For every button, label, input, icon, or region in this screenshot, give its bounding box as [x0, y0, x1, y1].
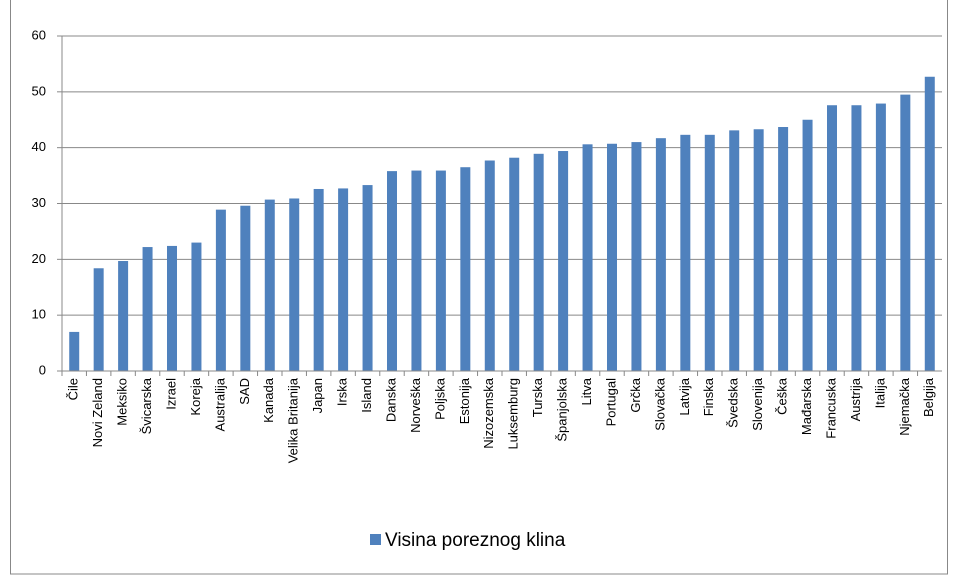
x-tick-label: Estonija: [457, 377, 472, 424]
y-tick-label: 0: [39, 362, 46, 377]
x-tick-label: Švedska: [726, 377, 741, 428]
x-tick-label: Grčka: [628, 377, 643, 412]
x-tick-label: Finska: [701, 377, 716, 416]
legend-text: Visina poreznog klina: [385, 530, 566, 551]
bar: [191, 242, 202, 371]
bar: [362, 185, 373, 371]
bar: [802, 119, 813, 371]
bar: [924, 76, 935, 371]
bar: [582, 144, 593, 371]
bar: [167, 245, 177, 371]
x-tick-label: Izrael: [163, 378, 178, 410]
bar: [851, 105, 862, 371]
bar: [142, 247, 153, 371]
x-tick-label: Velika Britanija: [286, 377, 301, 463]
y-tick-label: 20: [32, 251, 46, 266]
bar: [93, 268, 104, 371]
x-tick-label: Danska: [383, 377, 398, 422]
bar: [215, 209, 226, 371]
bar: [900, 94, 911, 371]
x-tick-label: Slovenija: [750, 377, 765, 431]
x-tick-label: Portugal: [603, 378, 618, 427]
bar: [778, 127, 789, 371]
x-tick-label: Australija: [212, 377, 227, 431]
bar: [875, 103, 886, 371]
chart-frame: [10, 0, 948, 575]
x-tick-label: Latvija: [677, 377, 692, 415]
x-tick-label: Španjolska: [555, 377, 570, 441]
bar: [558, 151, 569, 371]
bar: [704, 134, 715, 371]
y-tick-label: 60: [32, 27, 46, 42]
bar: [631, 142, 642, 371]
y-tick-label: 50: [32, 83, 46, 98]
bar: [753, 129, 764, 371]
legend-swatch: [370, 534, 381, 545]
bar: [509, 157, 520, 371]
x-tick-label: Slovačka: [652, 377, 667, 431]
bar: [533, 153, 544, 371]
bar: [289, 198, 300, 371]
y-tick-label: 30: [32, 195, 46, 210]
bar: [338, 188, 349, 371]
bar: [484, 160, 495, 371]
x-tick-label: Italija: [872, 377, 887, 408]
x-tick-label: Nizozemska: [481, 377, 496, 449]
y-tick-label: 10: [32, 307, 46, 322]
x-tick-label: Irska: [335, 377, 350, 406]
x-tick-label: Češka: [775, 377, 790, 415]
x-tick-label: SAD: [237, 378, 252, 405]
x-tick-label: Kanada: [261, 377, 276, 423]
x-tick-label: Litva: [579, 377, 594, 405]
bar: [655, 138, 666, 371]
bar: [411, 170, 422, 371]
x-tick-label: Luksemburg: [506, 378, 521, 450]
x-tick-label: Island: [359, 378, 374, 413]
bar: [435, 170, 446, 371]
x-tick-label: Francuska: [823, 377, 838, 438]
x-tick-label: Njemačka: [897, 377, 912, 436]
x-tick-label: Turska: [530, 377, 545, 417]
y-tick-label: 40: [32, 139, 46, 154]
x-tick-label: Švicarska: [139, 377, 154, 434]
bar: [387, 171, 397, 371]
bar: [680, 134, 691, 371]
x-tick-label: Koreja: [188, 377, 203, 415]
x-tick-label: Meksiko: [115, 378, 130, 426]
x-tick-label: Austrija: [848, 377, 863, 421]
bar: [729, 130, 740, 371]
bar: [827, 105, 837, 371]
bar: [460, 167, 471, 371]
x-tick-label: Japan: [310, 378, 325, 413]
bar: [313, 188, 324, 371]
bar: [69, 331, 80, 371]
bar: [607, 143, 617, 371]
x-tick-label: Čile: [66, 378, 81, 400]
bar: [118, 261, 129, 371]
bar: [240, 205, 251, 371]
x-tick-label: Belgija: [921, 377, 936, 417]
x-tick-label: Norveška: [408, 377, 423, 433]
x-tick-label: Novi Zeland: [90, 378, 105, 447]
bar: [264, 199, 275, 371]
x-tick-label: Mađarska: [799, 377, 814, 435]
x-tick-label: Poljska: [432, 377, 447, 420]
